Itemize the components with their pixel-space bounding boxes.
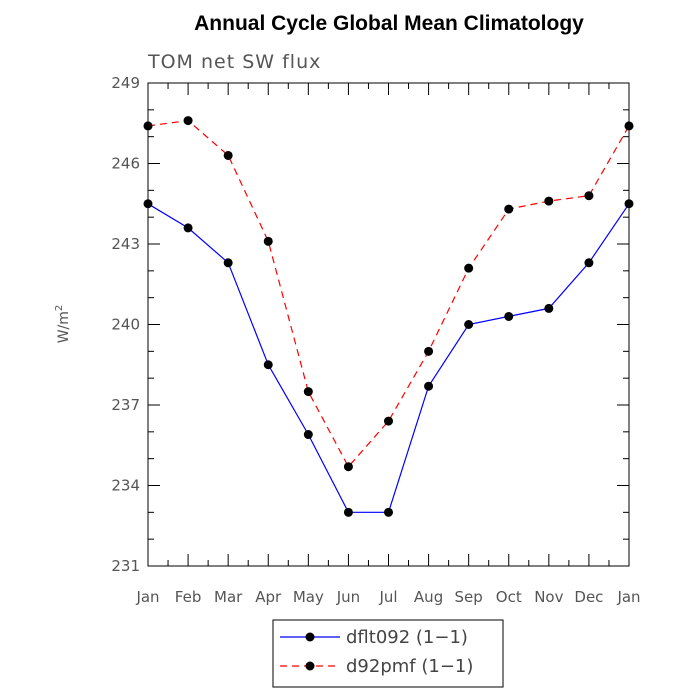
y-tick-label: 231	[111, 557, 140, 575]
data-point	[544, 303, 554, 313]
x-tick-label: Sep	[455, 588, 483, 606]
y-ticks: 231 234 237 240 243 246 249	[111, 74, 629, 575]
data-point	[624, 199, 634, 209]
x-tick-label: Aug	[414, 588, 443, 606]
data-point	[303, 430, 313, 440]
legend-label-d92pmf: d92pmf (1−1)	[346, 656, 473, 677]
data-point	[263, 236, 273, 246]
x-tick-label: Feb	[175, 588, 202, 606]
x-tick-label: Oct	[496, 588, 522, 606]
data-point	[263, 360, 273, 370]
y-tick-label: 249	[111, 74, 140, 92]
data-point	[343, 507, 353, 517]
legend: dflt092 (1−1) d92pmf (1−1)	[272, 619, 504, 688]
chart-title: Annual Cycle Global Mean Climatology	[194, 12, 584, 35]
x-tick-label: Jul	[378, 588, 397, 606]
data-point	[143, 199, 153, 209]
x-tick-label: Jan	[135, 588, 159, 606]
x-tick-label: Jan	[616, 588, 640, 606]
y-axis-label-unit: W/m	[56, 311, 72, 343]
data-point	[544, 196, 554, 206]
data-point	[504, 204, 514, 214]
x-tick-label: Jun	[336, 588, 360, 606]
y-tick-label: 240	[111, 316, 140, 334]
data-point	[584, 258, 594, 268]
x-tick-label: Nov	[534, 588, 563, 606]
x-tick-label: Dec	[574, 588, 603, 606]
data-point	[584, 191, 594, 201]
data-point	[183, 223, 193, 233]
data-point	[424, 381, 434, 391]
series-line-1	[147, 119, 630, 468]
series-layer	[143, 116, 634, 517]
data-point	[183, 116, 193, 126]
legend-label-dflt092: dflt092 (1−1)	[346, 627, 468, 648]
x-ticks: Jan Feb Mar Apr May Jun Jul Aug Sep Oct Nov Dec Jan	[135, 83, 641, 606]
data-point	[223, 150, 233, 160]
y-tick-label: 246	[111, 155, 140, 173]
y-tick-label: 234	[111, 477, 140, 495]
data-point	[384, 507, 393, 517]
data-point	[504, 311, 514, 321]
legend-marker-d92pmf	[305, 661, 315, 671]
legend-box	[272, 619, 504, 688]
data-point	[624, 121, 634, 131]
data-point	[384, 416, 393, 426]
data-point	[343, 462, 353, 472]
x-tick-label: May	[293, 588, 324, 606]
data-point	[223, 258, 233, 268]
legend-marker-dflt092	[305, 632, 315, 642]
data-point	[464, 320, 474, 329]
y-tick-label: 243	[111, 235, 140, 253]
data-point	[143, 121, 153, 131]
y-axis-label: W/m2	[54, 305, 72, 344]
plot-frame	[147, 82, 630, 567]
data-point	[303, 387, 313, 397]
x-tick-label: Apr	[255, 588, 282, 606]
data-point	[464, 263, 474, 273]
x-tick-label: Mar	[214, 588, 243, 606]
data-point	[424, 346, 434, 356]
y-axis-label-superscript: 2	[54, 305, 65, 311]
y-tick-label: 237	[111, 396, 140, 414]
chart-subtitle: TOM net SW flux	[147, 51, 321, 73]
series-line-0	[147, 203, 630, 513]
